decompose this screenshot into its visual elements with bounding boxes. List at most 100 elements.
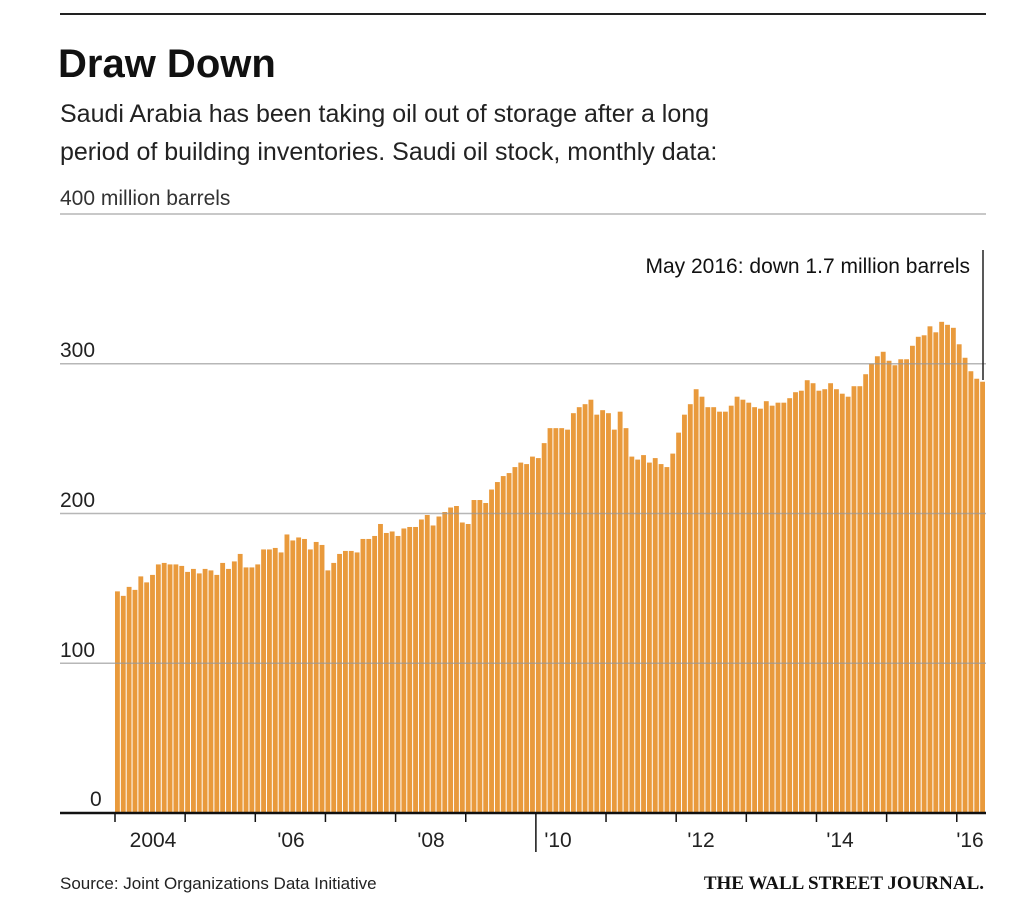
bar (682, 414, 687, 813)
bar (822, 389, 828, 813)
bar (231, 561, 237, 813)
bar (974, 378, 980, 813)
bar (378, 523, 383, 813)
bar (196, 573, 202, 813)
bar (734, 396, 740, 813)
bar (787, 398, 793, 813)
bar (454, 506, 459, 813)
bar (775, 402, 781, 813)
bar (588, 399, 594, 813)
bar (705, 407, 711, 813)
bar (401, 528, 407, 813)
bar (798, 390, 804, 813)
bar (249, 567, 255, 813)
bar (956, 344, 962, 813)
bar (950, 327, 956, 813)
bar (512, 467, 518, 813)
bar (547, 428, 553, 813)
bar (670, 453, 676, 813)
bar (190, 568, 196, 813)
bar (337, 553, 342, 813)
bar (541, 443, 547, 813)
bar (500, 476, 506, 813)
bar (506, 473, 512, 813)
bar (717, 411, 722, 813)
bar (150, 574, 155, 813)
bar (570, 413, 576, 813)
y-tick-0: 0 (90, 788, 102, 811)
x-tick-14: '14 (826, 829, 854, 852)
bar (746, 402, 752, 813)
bar (559, 428, 565, 813)
bar (711, 407, 717, 813)
bar (138, 576, 144, 813)
bar (781, 402, 787, 813)
bar (477, 500, 483, 813)
bar (179, 565, 185, 813)
bar (576, 407, 582, 813)
bar (115, 591, 120, 813)
bar (126, 586, 132, 813)
bar (284, 534, 290, 813)
bar (465, 523, 471, 813)
bar (489, 489, 494, 813)
bar (810, 383, 816, 813)
bar (471, 500, 477, 813)
bar (845, 396, 851, 813)
bar (383, 532, 389, 813)
bar (945, 324, 950, 813)
bar (530, 456, 535, 813)
bar (518, 462, 524, 813)
bar (594, 414, 600, 813)
bar (360, 538, 366, 813)
bar (927, 326, 933, 813)
bar (834, 389, 839, 813)
bar (226, 568, 231, 813)
y-tick-200: 200 (60, 489, 95, 512)
bar (418, 519, 424, 813)
bar (132, 589, 138, 813)
bars (115, 321, 985, 813)
bar (874, 356, 880, 813)
bar (483, 503, 489, 813)
bar (968, 371, 974, 813)
bar (915, 336, 921, 813)
bar (325, 570, 331, 813)
bar (161, 562, 167, 813)
bar (296, 537, 302, 813)
publisher-logo: THE WALL STREET JOURNAL. (704, 873, 984, 894)
bar (313, 541, 319, 813)
bar (664, 467, 670, 813)
x-tick-16: '16 (956, 829, 983, 852)
bar (214, 574, 220, 813)
bar (255, 564, 261, 813)
bar (910, 345, 915, 813)
y-tick-300: 300 (60, 339, 95, 362)
bar (155, 564, 161, 813)
bar (395, 535, 401, 813)
bar (290, 540, 296, 813)
bar (243, 567, 249, 813)
bar (611, 429, 617, 813)
bar (641, 455, 646, 813)
bar (553, 428, 559, 813)
y-axis-unit-label: 400 million barrels (60, 187, 230, 210)
chart-title: Draw Down (58, 42, 276, 86)
bar (740, 399, 746, 813)
bar (863, 374, 869, 813)
bar (646, 462, 652, 813)
bar (436, 516, 442, 813)
bar (898, 359, 904, 813)
bar (980, 381, 985, 813)
bar (302, 538, 307, 813)
bar (319, 544, 325, 813)
bar (430, 525, 436, 813)
bar (120, 595, 126, 813)
bar (535, 458, 541, 813)
bar (758, 408, 763, 813)
bar (857, 386, 863, 813)
x-tick-06: '06 (277, 829, 304, 852)
bar (331, 562, 337, 813)
bar (939, 321, 945, 813)
